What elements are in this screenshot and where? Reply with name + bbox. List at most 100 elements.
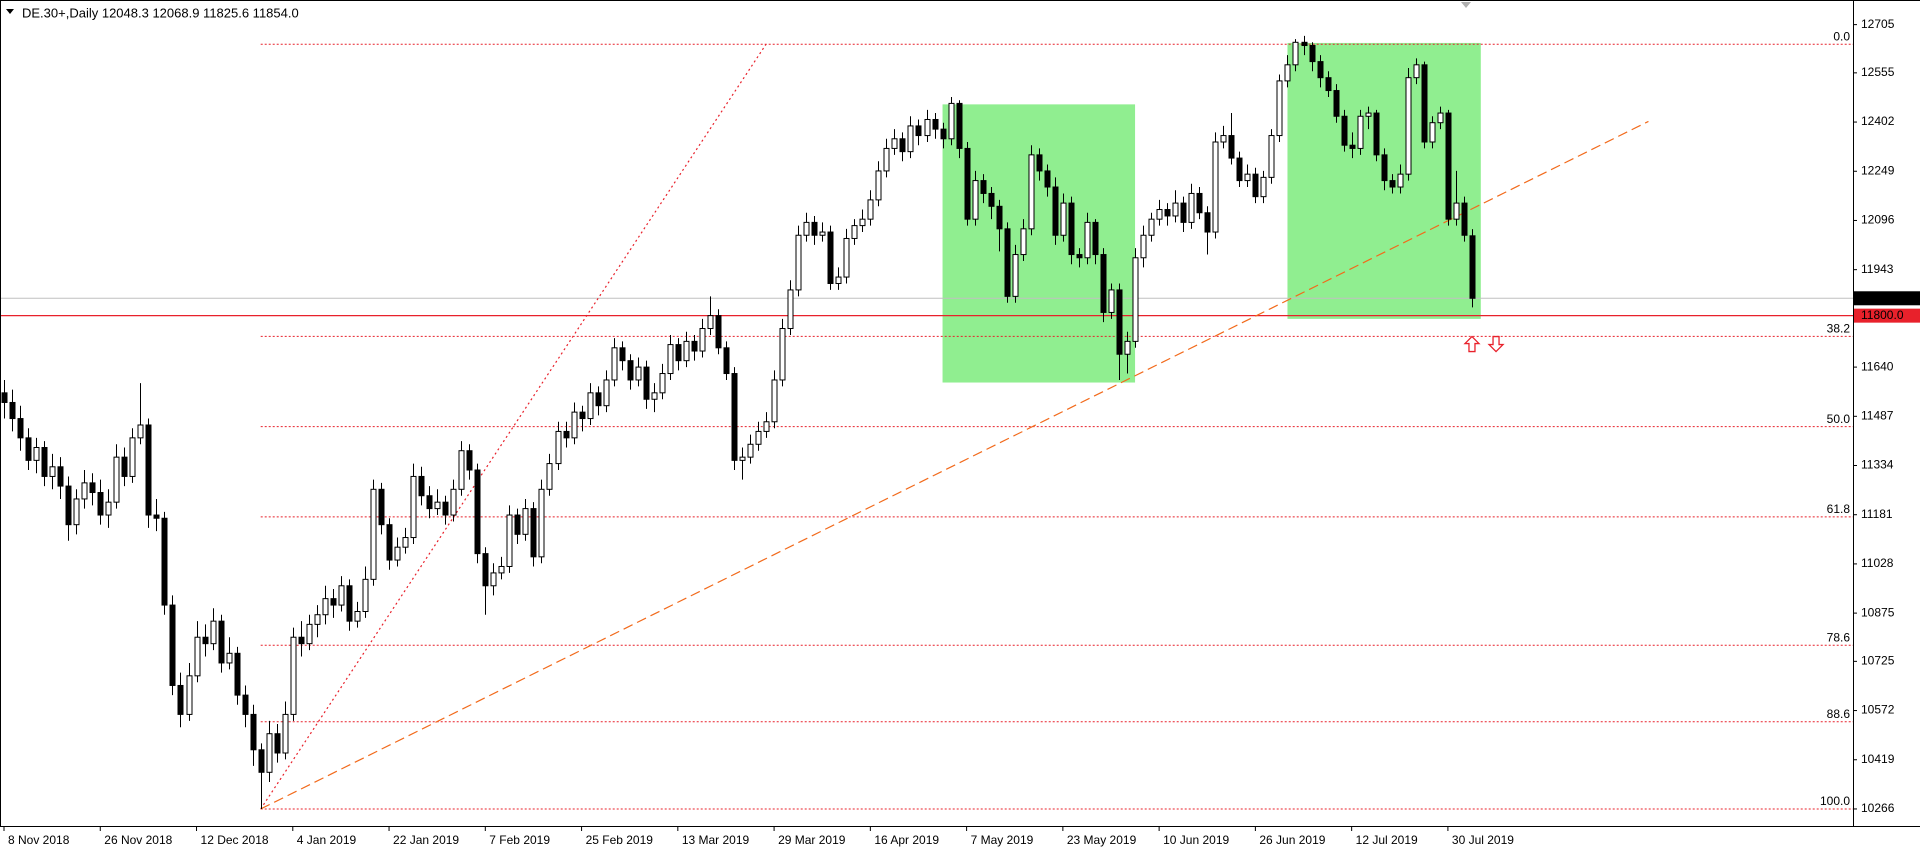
candle-body [25,437,32,461]
menu-triangle[interactable] [6,9,14,14]
candle-body [699,328,706,352]
candle-body [274,733,281,754]
candle-body [1140,234,1147,259]
fibo-level-label: 0.0 [1833,29,1850,43]
candle-body [434,501,441,510]
plot-layer: 0.0 38.2 50.0 61.8 78.6 88.6 100.0 [0,29,1853,810]
candle-body [643,366,650,400]
candle-body [250,713,257,751]
candle-body [659,373,666,394]
candle-body [1092,221,1099,256]
candle-body [595,392,602,407]
candle-body [113,456,120,503]
chart-shift-marker[interactable] [1461,2,1471,8]
price-label-box [1854,291,1920,306]
candle-body [571,411,578,439]
candle-body [579,411,586,420]
candle-body [827,231,834,284]
candle-body [611,347,618,381]
candle-body [1461,202,1468,236]
candle-body [843,237,850,278]
candle-body [1164,209,1171,217]
y-tick-label: 12096 [1861,213,1895,227]
x-tick-label: 7 May 2019 [971,833,1034,847]
candle-body [153,514,160,519]
candle-body [980,180,987,194]
y-tick-label: 10266 [1861,801,1895,815]
candle-body [266,733,273,773]
candle-body [105,501,112,516]
chart-title: DE.30+,Daily 12048.3 12068.9 11825.6 118… [22,5,299,20]
candle-body [474,469,481,555]
candle-body [1220,135,1227,143]
candle-body [306,623,313,645]
candle-body [1469,235,1476,299]
candle-body [1349,144,1356,149]
candle-body [426,495,433,510]
candle-body [723,347,730,375]
signal-arrow [1487,335,1505,353]
candle-body [210,620,217,645]
candle-body [715,315,722,349]
candle-body [1172,202,1179,217]
candle-body [442,501,449,516]
candle-body [635,366,642,381]
candle-body [258,749,265,773]
fibo-level-label: 50.0 [1827,412,1851,426]
y-tick-label: 11943 [1861,262,1894,276]
candle-body [65,485,72,526]
candle-body [1309,45,1316,63]
candle-body [1196,192,1203,214]
candle-body [81,482,88,500]
x-tick-label: 7 Feb 2019 [489,833,550,847]
candle-body [1381,154,1388,182]
y-tick-label: 11028 [1861,556,1894,570]
candle-body [1260,176,1267,198]
candle-body [803,221,810,236]
candle-body [1437,112,1444,124]
background-layer [942,42,1481,383]
candle-body [362,578,369,613]
candle-body [1301,41,1308,47]
candle-body [691,340,698,352]
candle-body [851,225,858,239]
candle-body [747,443,754,458]
candle-body [186,675,193,715]
x-tick-label: 29 Mar 2019 [778,833,846,847]
fibo-level-label: 38.2 [1827,322,1851,336]
candle-body [9,401,16,420]
candle-body [899,138,906,153]
candle-body [346,585,353,622]
candle-body [177,684,184,715]
candle-body [218,620,225,664]
candle-body [1212,141,1219,233]
candle-body [530,508,537,558]
candle-body [506,514,513,567]
candle-body [1084,221,1091,259]
candle-body [1405,77,1412,175]
candle-body [1156,209,1163,220]
highlight-rectangle [942,104,1136,383]
candle-body [811,221,818,236]
candle-body [234,652,241,696]
candle-body [1148,218,1155,236]
candle-body [763,421,770,432]
candle-body [290,636,297,715]
candle-body [1188,192,1195,223]
candle-body [795,234,802,291]
candle-body [731,373,738,461]
candle-body [940,128,947,140]
candle-body [1453,202,1460,220]
candle-body [867,199,874,220]
candle-body [555,430,562,465]
candle-body [739,456,746,461]
y-tick-label: 11640 [1861,359,1894,373]
candle-body [1,392,8,403]
signal-arrow [1463,335,1481,353]
candle-body [418,475,425,497]
candle-body [129,437,136,477]
candle-body [1365,112,1372,117]
x-tick-label: 12 Dec 2018 [201,833,269,847]
fibo-level-label: 100.0 [1820,794,1850,808]
candle-body [1429,122,1436,143]
